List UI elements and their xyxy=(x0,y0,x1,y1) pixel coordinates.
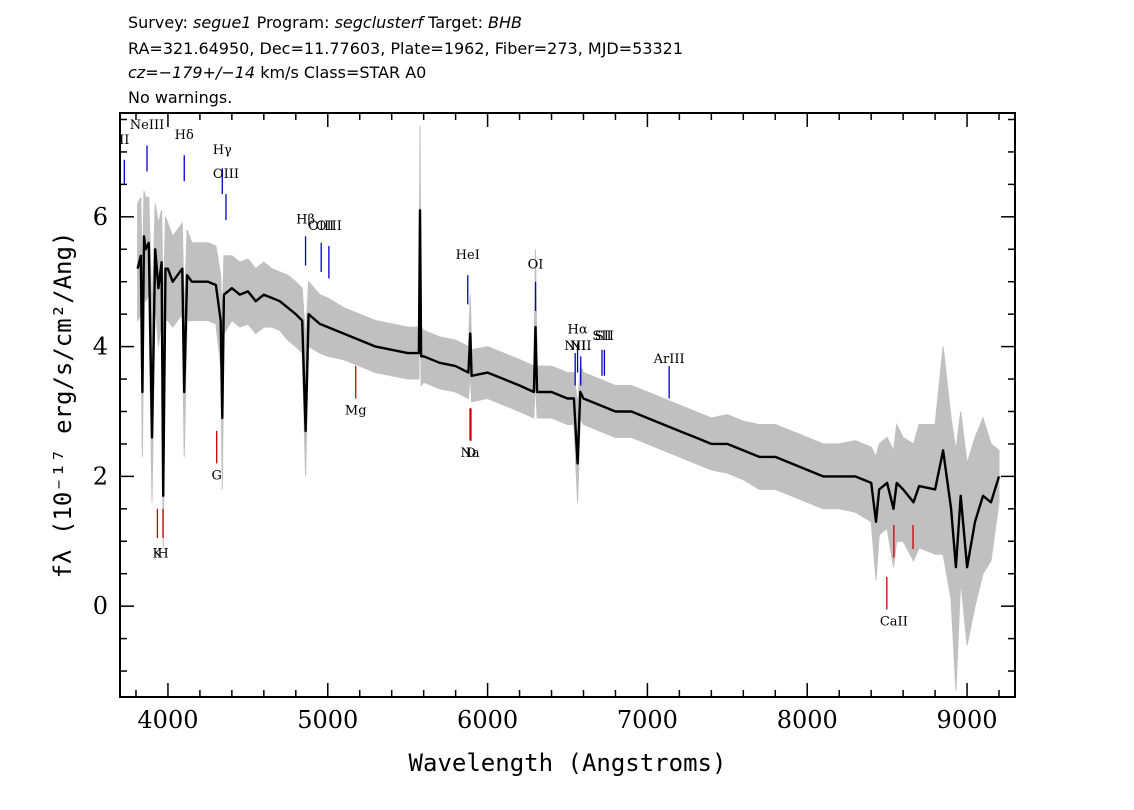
y-tick-label: 4 xyxy=(93,333,108,361)
spectrum-line xyxy=(136,209,1001,569)
emission-line-label: NeIII xyxy=(130,118,164,133)
y-tick-label: 2 xyxy=(93,462,108,490)
absorption-line-label: G xyxy=(211,469,221,484)
class-value: km/s Class=STAR A0 xyxy=(255,63,427,82)
absorption-line-label: D xyxy=(466,446,476,461)
y-tick-label: 6 xyxy=(93,203,108,231)
absorption-line-label: Mg xyxy=(345,404,367,419)
emission-line-label: OIII xyxy=(213,167,239,182)
absorption-line-label: K xyxy=(153,546,163,561)
emission-line-label: Hγ xyxy=(213,143,232,158)
absorption-line-label: H xyxy=(157,546,168,561)
target-label: Target: xyxy=(428,13,483,32)
x-tick-label: 5000 xyxy=(297,706,358,734)
program-label: Program: xyxy=(256,13,330,32)
x-tick-label: 8000 xyxy=(777,706,838,734)
emission-line-label: Hβ xyxy=(296,212,315,227)
x-tick-label: 4000 xyxy=(137,706,198,734)
x-tick-label: 7000 xyxy=(617,706,678,734)
plot-frame xyxy=(119,112,1016,698)
emission-line-label: NII xyxy=(564,339,586,354)
x-axis-title: Wavelength (Angstroms) xyxy=(409,749,727,777)
x-tick-label: 6000 xyxy=(457,706,518,734)
y-axis-title: fλ (10⁻¹⁷ erg/s/cm²/Ang) xyxy=(49,232,77,579)
x-tick-label: 9000 xyxy=(937,706,998,734)
emission-line-label: OIII xyxy=(308,219,334,234)
emission-line-label: Hα xyxy=(568,323,588,338)
emission-line-label: OI xyxy=(528,258,544,273)
survey-label: Survey: xyxy=(128,13,188,32)
header-line-3: cz=−179+/−14 km/s Class=STAR A0 xyxy=(128,63,426,82)
emission-line-label: SII xyxy=(592,329,611,344)
emission-line-label: SII xyxy=(595,329,614,344)
emission-line-label: OIII xyxy=(316,219,342,234)
target-value: BHB xyxy=(488,13,523,32)
absorption-line-label: Na xyxy=(460,446,479,461)
emission-line-label: II xyxy=(119,133,129,148)
program-value: segclusterf xyxy=(334,13,423,32)
y-tick-label: 0 xyxy=(93,592,108,620)
header-line-2: RA=321.64950, Dec=11.77603, Plate=1962, … xyxy=(128,39,684,58)
emission-line-label: Hδ xyxy=(175,128,194,143)
redshift-value: cz=−179+/−14 xyxy=(128,63,256,82)
header-line-1: Survey: segue1 Program: segclusterf Targ… xyxy=(128,13,522,32)
absorption-line-label: CaII xyxy=(880,615,908,630)
emission-line-label: NII xyxy=(570,339,592,354)
emission-line-label: HeI xyxy=(456,248,480,263)
emission-line-label: ArIII xyxy=(653,352,685,367)
header-line-4: No warnings. xyxy=(128,88,233,107)
noise-envelope xyxy=(137,125,1000,691)
survey-value: segue1 xyxy=(192,13,252,32)
